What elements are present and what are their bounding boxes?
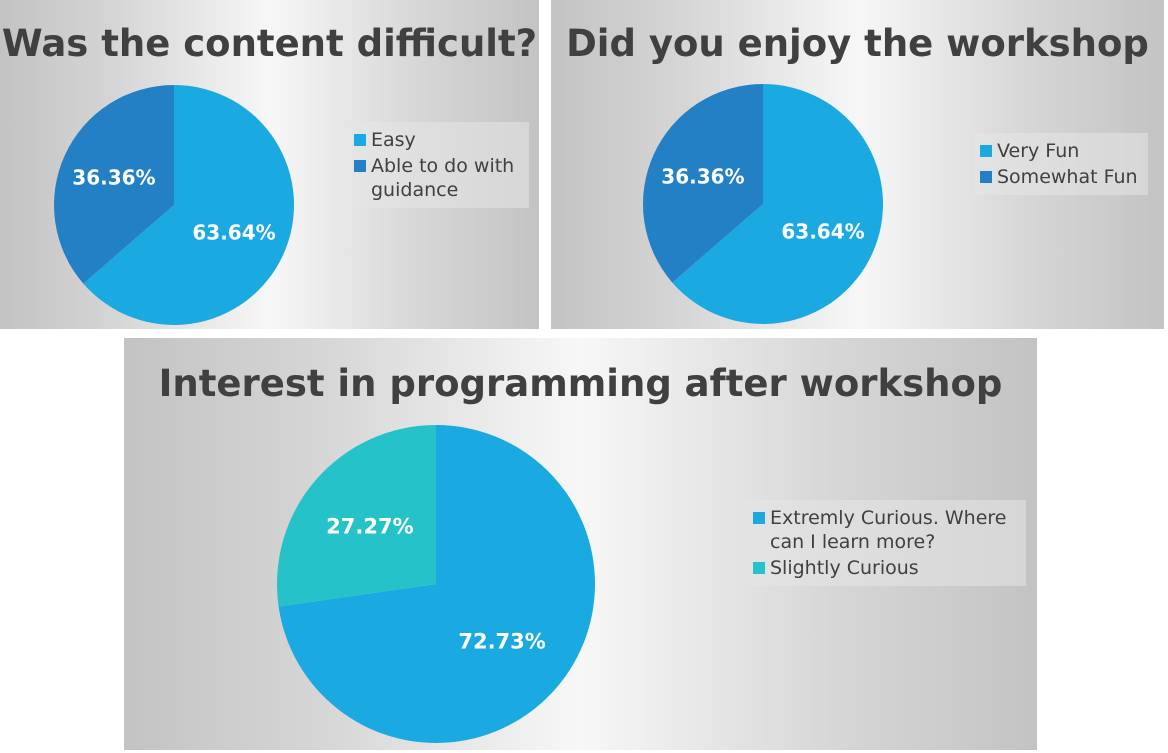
pie-slice-0 <box>672 84 883 324</box>
legend-item: Able to do with guidance <box>354 154 523 202</box>
legend-item: Extremly Curious. Where can I learn more… <box>753 506 1020 554</box>
chart-panel-enjoyment: Did you enjoy the workshop 63.64% 36.36% … <box>551 0 1164 329</box>
legend-swatch-0 <box>980 145 992 157</box>
legend-swatch-1 <box>980 171 992 183</box>
legend-swatch-0 <box>753 512 765 524</box>
legend-swatch-0 <box>354 134 366 146</box>
chart-title: Interest in programming after workshop <box>158 362 1003 405</box>
data-label-0: 72.73% <box>458 629 545 653</box>
legend-label: Able to do with guidance <box>371 155 515 201</box>
pie-chart: 63.64% 36.36% <box>53 85 294 325</box>
chart-panel-content-difficulty: Was the content difficult? 63.64% 36.36% … <box>0 0 539 329</box>
legend-swatch-1 <box>354 160 366 172</box>
chart-title: Was the content difficult? <box>1 22 538 65</box>
chart-legend: Extremly Curious. Where can I learn more… <box>747 500 1026 586</box>
legend-item: Somewhat Fun <box>980 165 1142 189</box>
legend-item: Very Fun <box>980 139 1142 163</box>
data-label-1: 36.36% <box>661 165 744 189</box>
legend-label: Extremly Curious. Where can I learn more… <box>770 507 1007 553</box>
legend-label: Very Fun <box>997 140 1080 162</box>
chart-legend: Easy Able to do with guidance <box>348 122 529 208</box>
pie-slice-1 <box>53 85 174 284</box>
legend-item: Easy <box>354 128 523 152</box>
data-label-0: 63.64% <box>781 219 864 243</box>
chart-legend: Very Fun Somewhat Fun <box>974 133 1148 195</box>
legend-label: Somewhat Fun <box>997 166 1138 188</box>
pie-slice-1 <box>277 425 436 607</box>
data-label-1: 36.36% <box>72 166 155 190</box>
pie-chart: 72.73% 27.27% <box>277 425 595 743</box>
data-label-0: 63.64% <box>192 220 275 244</box>
pie-slice-0 <box>278 425 595 743</box>
legend-swatch-1 <box>753 562 765 574</box>
legend-label: Easy <box>371 129 416 151</box>
data-label-1: 27.27% <box>326 515 413 539</box>
pie-slice-0 <box>83 85 294 325</box>
chart-title: Did you enjoy the workshop <box>566 22 1149 65</box>
pie-chart: 63.64% 36.36% <box>643 84 883 324</box>
legend-label: Slightly Curious <box>770 557 919 579</box>
pie-slice-1 <box>643 84 763 283</box>
legend-item: Slightly Curious <box>753 556 1020 580</box>
chart-panel-interest: Interest in programming after workshop 7… <box>124 338 1037 750</box>
